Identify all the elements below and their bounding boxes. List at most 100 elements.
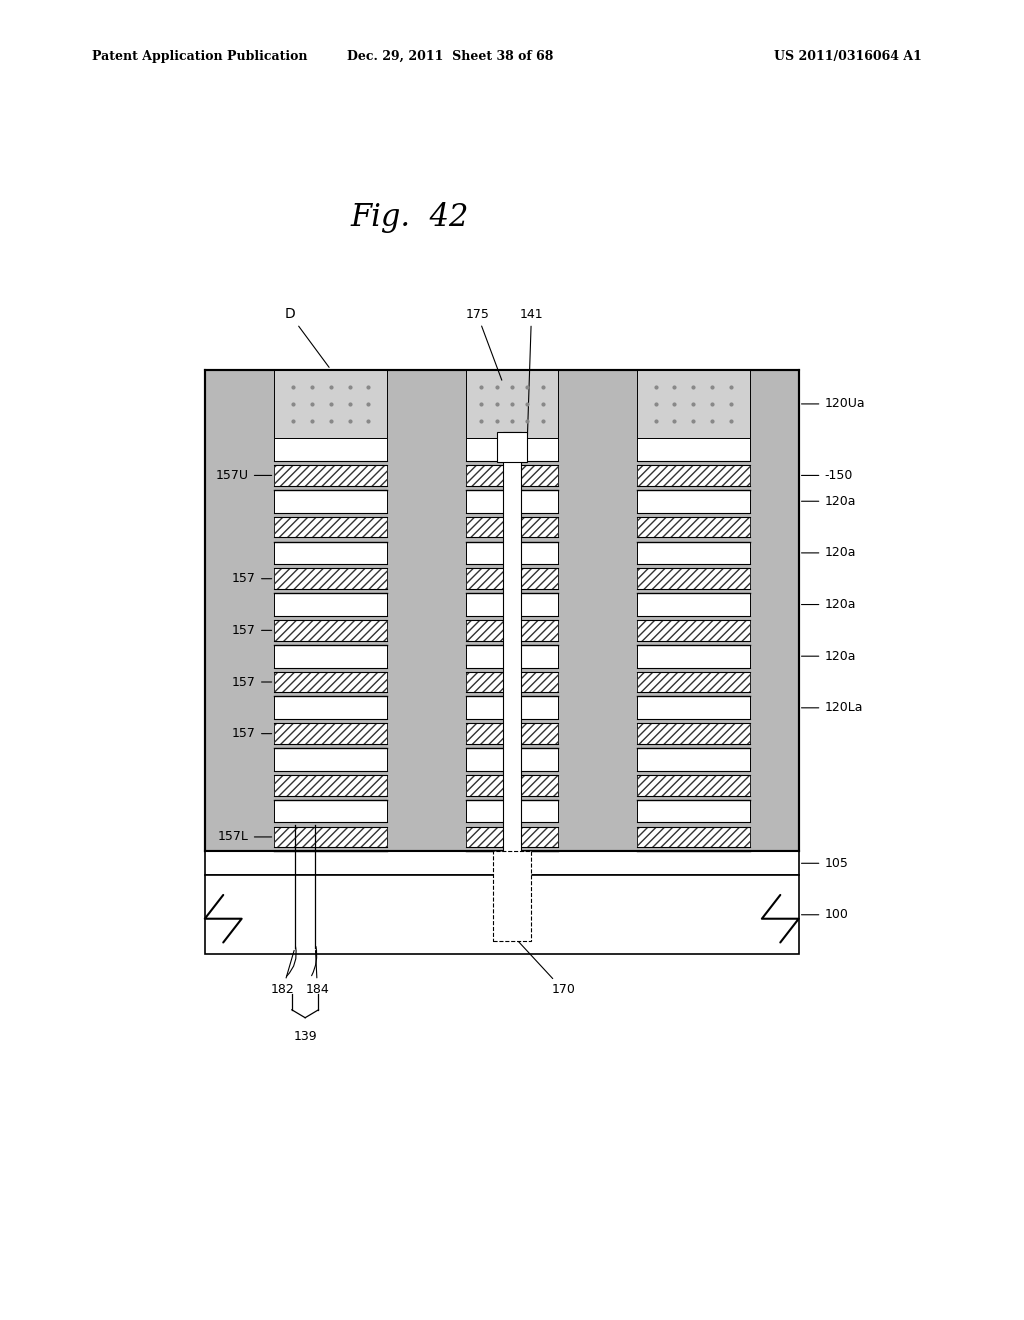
Bar xyxy=(274,516,387,537)
Bar xyxy=(493,851,531,941)
Bar xyxy=(274,541,387,564)
Bar xyxy=(466,438,558,461)
Bar xyxy=(274,645,387,668)
Text: 157: 157 xyxy=(232,676,271,689)
Bar xyxy=(274,723,387,744)
Text: 100: 100 xyxy=(802,908,848,921)
Bar xyxy=(637,800,750,822)
Bar xyxy=(466,723,558,744)
Text: D: D xyxy=(285,308,329,367)
Bar xyxy=(637,645,750,668)
Bar xyxy=(466,697,558,719)
Text: Fig.  42: Fig. 42 xyxy=(350,202,469,234)
Bar xyxy=(205,370,799,851)
Bar xyxy=(274,620,387,640)
Bar xyxy=(637,826,750,847)
Bar xyxy=(466,569,558,589)
Bar xyxy=(637,775,750,796)
Bar xyxy=(466,775,558,796)
Bar xyxy=(637,775,750,796)
Bar xyxy=(274,672,387,692)
Bar xyxy=(274,620,387,640)
Text: US 2011/0316064 A1: US 2011/0316064 A1 xyxy=(774,50,922,63)
Text: 120a: 120a xyxy=(802,598,856,611)
Bar xyxy=(274,465,387,486)
Bar xyxy=(637,569,750,589)
Bar xyxy=(274,775,387,796)
Bar xyxy=(466,672,558,692)
Bar xyxy=(274,465,387,486)
Text: 184: 184 xyxy=(305,950,330,997)
Bar xyxy=(274,593,387,616)
Bar xyxy=(274,723,387,744)
Text: 120Ua: 120Ua xyxy=(802,397,865,411)
Bar xyxy=(274,370,387,438)
Bar xyxy=(466,516,558,537)
Bar xyxy=(637,465,750,486)
Bar xyxy=(274,490,387,512)
Bar xyxy=(637,541,750,564)
Text: 120a: 120a xyxy=(802,495,856,508)
Bar xyxy=(637,490,750,512)
Bar xyxy=(274,775,387,796)
Bar xyxy=(637,569,750,589)
Text: 182: 182 xyxy=(270,950,295,997)
Bar xyxy=(637,516,750,537)
Text: Patent Application Publication: Patent Application Publication xyxy=(92,50,307,63)
Bar xyxy=(637,723,750,744)
Bar xyxy=(466,465,558,486)
Bar xyxy=(637,826,750,847)
Bar xyxy=(637,697,750,719)
Bar xyxy=(637,438,750,461)
Bar xyxy=(466,748,558,771)
Bar xyxy=(466,370,558,438)
Bar xyxy=(274,516,387,537)
Bar xyxy=(274,672,387,692)
Text: 170: 170 xyxy=(514,937,575,997)
Bar xyxy=(466,490,558,512)
Bar xyxy=(466,620,558,640)
Bar xyxy=(466,826,558,847)
Bar xyxy=(637,723,750,744)
Bar xyxy=(274,697,387,719)
Text: 175: 175 xyxy=(465,308,502,380)
Bar xyxy=(637,465,750,486)
Bar xyxy=(637,672,750,692)
Text: 120a: 120a xyxy=(802,649,856,663)
Bar xyxy=(274,800,387,822)
Bar xyxy=(466,826,558,847)
Bar xyxy=(466,541,558,564)
Text: 141: 141 xyxy=(519,308,544,436)
Bar xyxy=(274,569,387,589)
Bar xyxy=(637,370,750,438)
Text: 157U: 157U xyxy=(216,469,271,482)
Text: 120a: 120a xyxy=(802,546,856,560)
Text: Dec. 29, 2011  Sheet 38 of 68: Dec. 29, 2011 Sheet 38 of 68 xyxy=(347,50,554,63)
Bar xyxy=(466,723,558,744)
Bar xyxy=(274,826,387,847)
Bar xyxy=(274,438,387,461)
Bar xyxy=(205,875,799,954)
Bar xyxy=(274,569,387,589)
Text: 120La: 120La xyxy=(802,701,863,714)
Bar xyxy=(466,465,558,486)
Bar xyxy=(466,775,558,796)
Bar xyxy=(274,826,387,847)
Bar xyxy=(466,645,558,668)
Text: 157: 157 xyxy=(232,624,271,636)
Text: 105: 105 xyxy=(802,857,848,870)
Bar xyxy=(637,748,750,771)
Bar xyxy=(637,516,750,537)
Text: -150: -150 xyxy=(802,469,853,482)
Bar xyxy=(466,569,558,589)
Text: 157: 157 xyxy=(232,727,271,741)
Bar xyxy=(466,620,558,640)
Bar xyxy=(205,851,799,875)
Bar xyxy=(637,620,750,640)
Bar xyxy=(497,432,527,462)
Bar xyxy=(637,672,750,692)
Bar xyxy=(466,672,558,692)
Bar xyxy=(466,800,558,822)
Text: 139: 139 xyxy=(293,1030,317,1043)
Bar xyxy=(274,748,387,771)
